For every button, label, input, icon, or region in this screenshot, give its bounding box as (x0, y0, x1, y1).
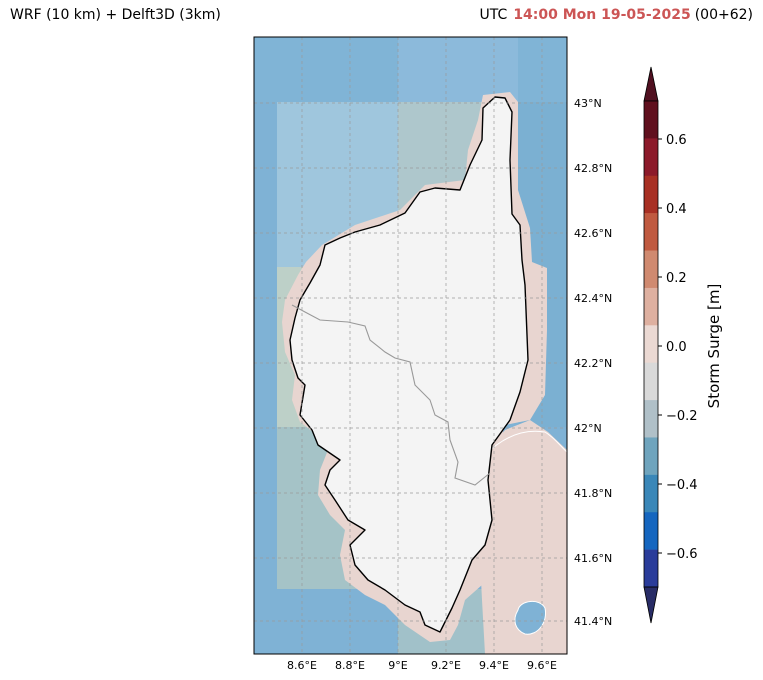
surge-patch (514, 601, 547, 635)
colorbar-segment (644, 101, 658, 139)
colorbar-segment (644, 287, 658, 326)
lat-tick-label: 41.8°N (574, 487, 612, 500)
lat-tick-label: 42°N (574, 422, 602, 435)
longitude-labels: 8.6°E 8.8°E 9°E 9.2°E 9.4°E 9.6°E (287, 659, 557, 672)
colorbar-segment (644, 213, 658, 251)
colorbar-segment (644, 437, 658, 476)
colorbar-frame (643, 100, 659, 588)
colorbar-tick-label: 0.4 (666, 202, 687, 217)
colorbar-segment (644, 362, 658, 401)
latitude-labels: 43°N 42.8°N 42.6°N 42.4°N 42.2°N 42°N 41.8°N 41… (574, 97, 612, 628)
lon-tick-label: 9°E (388, 659, 407, 672)
map-frame (253, 36, 568, 655)
colorbar-segment (644, 325, 658, 363)
lon-tick-label: 8.8°E (335, 659, 365, 672)
colorbar-tick-label: −0.4 (666, 478, 698, 493)
lat-tick-label: 43°N (574, 97, 602, 110)
lat-tick-label: 41.4°N (574, 615, 612, 628)
colorbar-extend-top (643, 66, 659, 102)
colorbar-segment (644, 250, 658, 289)
colorbar-segment (644, 138, 658, 177)
lat-tick-label: 42.6°N (574, 227, 612, 240)
colorbar (643, 66, 659, 624)
colorbar-segment (644, 512, 658, 550)
right-title: UTC 14:00 Mon 19-05-2025 (00+62) (480, 7, 753, 23)
colorbar-tick-label: 0.2 (666, 271, 687, 286)
lat-tick-label: 42.8°N (574, 162, 612, 175)
left-title: WRF (10 km) + Delft3D (3km) (10, 7, 221, 23)
colorbar-extend-bottom (643, 586, 659, 624)
lat-tick-label: 41.6°N (574, 552, 612, 565)
lat-tick-label: 42.2°N (574, 357, 612, 370)
lon-tick-label: 9.2°E (431, 659, 461, 672)
southeast-surge-region (480, 420, 567, 654)
map-panel (254, 37, 567, 654)
colorbar-segment (644, 175, 658, 214)
department-border (291, 304, 491, 486)
surge-tile (398, 37, 518, 102)
colorbar-tick-label: −0.6 (666, 547, 698, 562)
colorbar-segment (644, 549, 658, 588)
lat-tick-label: 42.4°N (574, 292, 612, 305)
graticule (254, 37, 567, 654)
colorbar-tick-label: 0.6 (666, 133, 687, 148)
timestamp: 14:00 Mon 19-05-2025 (513, 7, 691, 23)
lon-tick-label: 9.6°E (527, 659, 557, 672)
colorbar-ticks: 0.6 0.4 0.2 0.0 −0.2 −0.4 −0.6 (658, 133, 698, 562)
lon-tick-label: 8.6°E (287, 659, 317, 672)
forecast-lead: (00+62) (694, 7, 753, 23)
colorbar-tick-label: −0.2 (666, 409, 698, 424)
surge-contour (484, 430, 567, 456)
colorbar-segment (644, 400, 658, 438)
colorbar-segment (644, 474, 658, 513)
colorbar-title: Storm Surge [m] (705, 284, 723, 409)
lon-tick-label: 9.4°E (479, 659, 509, 672)
utc-label: UTC (479, 7, 508, 23)
colorbar-tick-label: 0.0 (666, 340, 687, 355)
corsica-land (289, 96, 529, 633)
